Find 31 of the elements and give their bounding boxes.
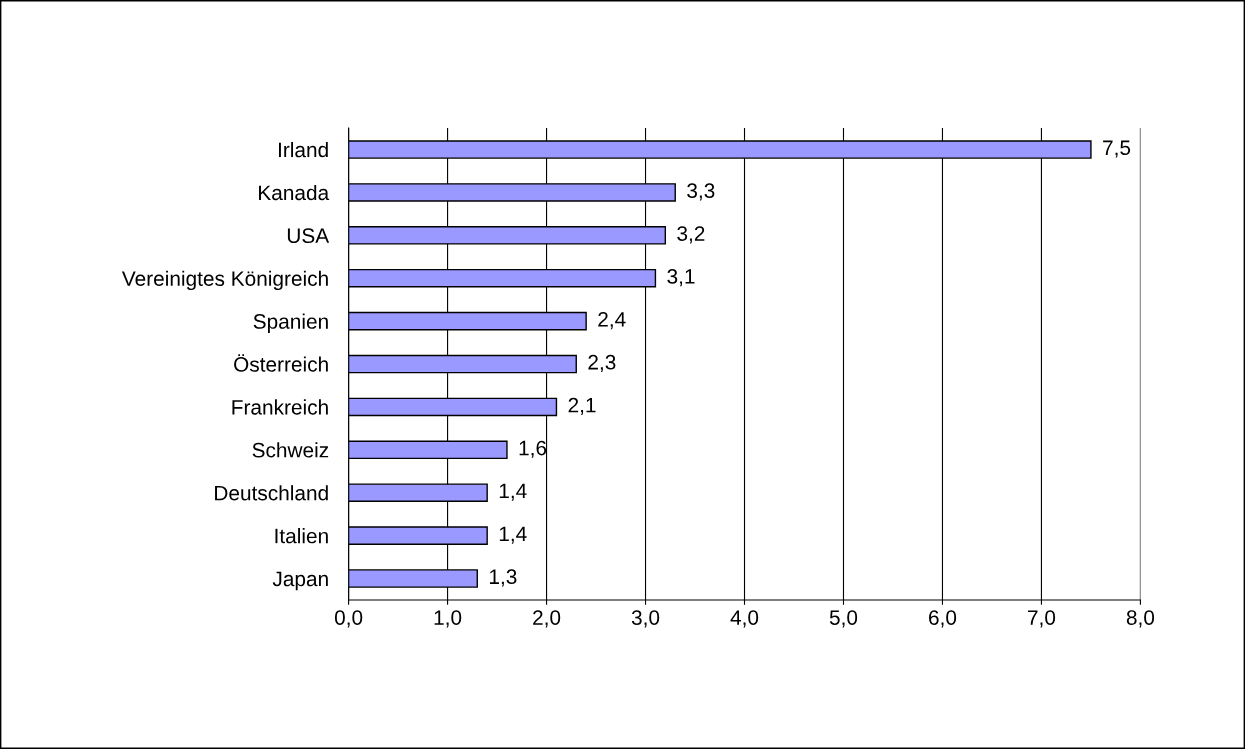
x-tick-label: 7,0 xyxy=(1028,610,1056,628)
x-tick-label: 1,0 xyxy=(434,610,462,628)
data-label: 2,4 xyxy=(598,311,626,330)
y-tick-label: Italien xyxy=(275,528,328,544)
y-tick-label: Kanada xyxy=(259,184,330,201)
y-tick-label: Japan xyxy=(272,571,328,591)
data-label: 7,5 xyxy=(1103,140,1131,158)
y-tick-label: Spanien xyxy=(253,313,328,333)
data-label: 3,1 xyxy=(667,269,695,287)
data-label: 2,1 xyxy=(568,397,596,415)
data-label: 3,3 xyxy=(687,183,715,201)
y-tick-label: Irland xyxy=(278,141,328,158)
data-label: 1,3 xyxy=(489,569,517,587)
y-tick-label: Österreich xyxy=(234,354,328,372)
data-label: 1,6 xyxy=(519,440,547,458)
x-tick-label: 8,0 xyxy=(1126,610,1155,628)
y-tick-label: Schweiz xyxy=(252,442,329,458)
y-tick-label: USA xyxy=(287,228,330,244)
x-tick-label: 3,0 xyxy=(631,610,660,628)
data-label: 1,4 xyxy=(499,526,527,544)
x-tick-label: 6,0 xyxy=(929,610,957,628)
y-tick-label: Deutschland xyxy=(215,485,328,501)
data-label: 2,3 xyxy=(588,354,616,373)
y-tick-label: Vereinigtes Königreich xyxy=(121,270,328,291)
data-label: 3,2 xyxy=(677,226,705,244)
data-label: 1,4 xyxy=(499,483,527,501)
y-tick-label: Frankreich xyxy=(232,399,328,415)
x-tick-label: 5,0 xyxy=(829,610,858,628)
x-tick-label: 2,0 xyxy=(533,610,561,628)
x-tick-label: 4,0 xyxy=(730,610,759,628)
x-tick-label: 0,0 xyxy=(334,610,363,628)
